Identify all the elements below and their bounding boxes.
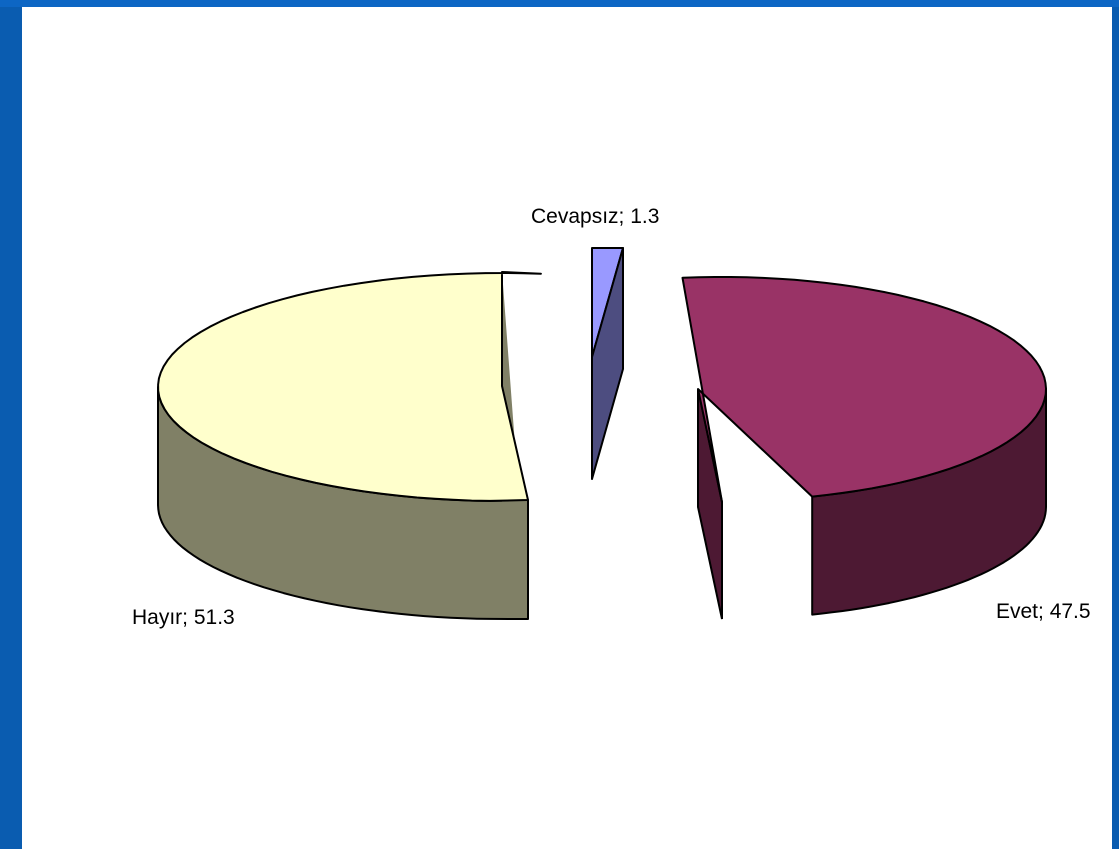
pie-label-evet: Evet; 47.5 [996,600,1091,623]
slide-top-border [0,0,1119,7]
pie-slice-evet [681,276,1047,620]
chart-area: Cevapsız; 1.3 Hayır; 51.3 Evet; 47.5 [22,7,1112,849]
pie-slice-evet-cut-face [697,388,723,620]
pie-label-cevapsiz: Cevapsız; 1.3 [531,205,659,228]
pie-slice-evet-top [681,276,1047,503]
pie-chart: Cevapsız; 1.3 Hayır; 51.3 Evet; 47.5 [132,205,1091,629]
pie-slice-hayir-top [157,271,542,502]
pie-slice-hayir [157,271,542,620]
pie-slice-cevapsiz [591,247,624,480]
pie-slice-cevapsiz-side [591,247,624,480]
pie-label-hayir: Hayır; 51.3 [132,606,235,629]
